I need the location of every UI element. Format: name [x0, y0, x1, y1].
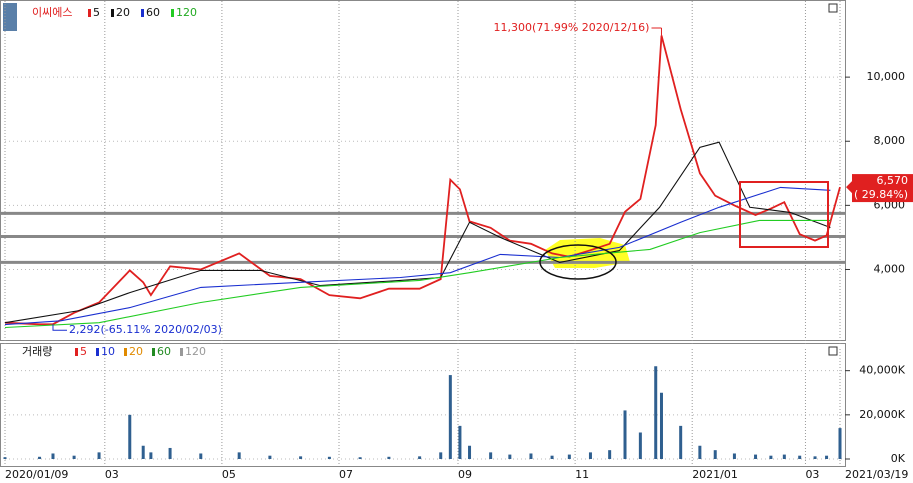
x-tick-label: 07	[339, 468, 353, 481]
volume-panel	[0, 343, 846, 467]
volume-bar	[141, 445, 145, 459]
legend-swatch	[111, 9, 114, 17]
volume-bar	[448, 375, 452, 459]
legend-label: 10	[101, 345, 115, 358]
x-tick-label: 03	[805, 468, 819, 481]
volume-bar	[608, 450, 612, 459]
volume-bar	[199, 453, 203, 459]
volume-bar	[838, 428, 842, 459]
volume-bar	[128, 414, 132, 459]
volume-bar	[299, 456, 303, 459]
volume-bar	[468, 445, 472, 459]
legend-label: 5	[80, 345, 87, 358]
last-change-label: ( 29.84%)	[854, 188, 908, 201]
volume-bar	[72, 455, 76, 459]
volume-bar	[327, 456, 331, 459]
low-marker	[52, 324, 67, 331]
legend-swatch	[152, 348, 155, 356]
volume-bar	[659, 392, 663, 459]
volume-bar	[732, 453, 736, 459]
volume-bar	[754, 454, 758, 459]
volume-bar	[3, 457, 7, 459]
chart-title: 이씨에스	[32, 6, 72, 19]
legend-label: 120	[185, 345, 206, 358]
volume-bar	[149, 452, 153, 459]
volume-bar	[550, 455, 554, 459]
volume-bar	[268, 455, 272, 459]
window-button[interactable]	[828, 346, 838, 356]
series-line	[4, 219, 831, 329]
volume-bar	[798, 455, 802, 459]
panel-icon[interactable]	[3, 3, 17, 31]
volume-bar	[237, 452, 241, 459]
volume-title: 거래량	[22, 345, 52, 358]
legend-swatch	[171, 9, 174, 17]
legend-swatch	[124, 348, 127, 356]
legend-label: 20	[129, 345, 143, 358]
volume-bar	[654, 366, 658, 459]
volume-bar	[358, 457, 362, 459]
legend-label: 20	[116, 6, 130, 19]
y-tick-label: 40,000K	[859, 364, 905, 377]
x-tick-label: 05	[222, 468, 236, 481]
volume-bar	[679, 425, 683, 459]
legend-label: 120	[176, 6, 197, 19]
volume-bar	[489, 452, 493, 459]
last-price-box	[852, 174, 913, 203]
volume-bar	[623, 410, 627, 459]
price-panel	[0, 0, 846, 341]
y-tick-label: 0K	[891, 452, 906, 465]
y-tick-label: 4,000	[874, 262, 906, 275]
legend-label: 5	[93, 6, 100, 19]
series-line	[4, 35, 841, 326]
volume-bar	[698, 445, 702, 459]
volume-bar	[713, 450, 717, 459]
legend-swatch	[75, 348, 78, 356]
volume-bar	[508, 454, 512, 459]
volume-bar	[769, 455, 773, 459]
low-label: 2,292(-65.11% 2020/02/03)	[69, 323, 222, 336]
x-tick-label: 09	[458, 468, 472, 481]
legend-swatch	[180, 348, 183, 356]
volume-bar	[168, 447, 172, 459]
legend-label: 60	[146, 6, 160, 19]
volume-bar	[567, 454, 571, 459]
volume-bar	[387, 456, 391, 459]
window-button[interactable]	[828, 3, 838, 13]
x-tick-label: 2021/01	[692, 468, 738, 481]
y-tick-label: 8,000	[874, 134, 906, 147]
volume-bar	[782, 454, 786, 459]
volume-bar	[97, 452, 101, 459]
volume-bar	[418, 456, 422, 459]
last-price-pointer	[846, 181, 852, 194]
volume-bar	[529, 453, 533, 459]
x-tick-label: 2021/03/19	[845, 468, 908, 481]
legend-swatch	[88, 9, 91, 17]
x-tick-label: 03	[105, 468, 119, 481]
y-tick-label: 20,000K	[859, 408, 905, 421]
series-line	[4, 141, 831, 324]
legend-swatch	[141, 9, 144, 17]
x-tick-label: 11	[575, 468, 589, 481]
volume-bar	[38, 456, 42, 459]
volume-bar	[638, 432, 642, 459]
last-price-label: 6,570	[877, 174, 909, 187]
volume-bar	[458, 425, 462, 459]
legend-label: 60	[157, 345, 171, 358]
volume-bar	[51, 453, 55, 459]
legend-swatch	[96, 348, 99, 356]
box-annotation	[739, 181, 829, 248]
circle-annotation	[539, 244, 617, 280]
volume-bar	[439, 452, 443, 459]
volume-bar	[588, 452, 592, 459]
volume-bar	[825, 455, 829, 459]
x-tick-label: 2020/01/09	[5, 468, 68, 481]
volume-bar	[813, 456, 817, 459]
high-label: 11,300(71.99% 2020/12/16)	[494, 21, 650, 34]
series-line	[4, 186, 831, 326]
y-tick-label: 10,000	[867, 70, 906, 83]
